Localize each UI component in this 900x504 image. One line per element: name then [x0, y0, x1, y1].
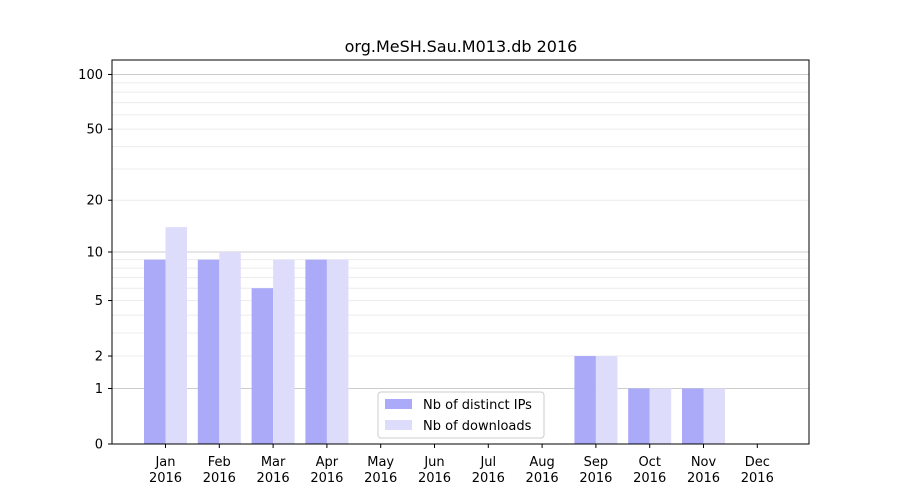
x-tick-label-year: 2016: [310, 471, 343, 486]
legend-label: Nb of distinct IPs: [423, 398, 532, 413]
x-tick-label-year: 2016: [526, 471, 559, 486]
x-tick-label-month: Aug: [529, 455, 554, 470]
x-tick-label-month: Jul: [479, 455, 496, 470]
y-tick-label: 5: [95, 294, 103, 309]
x-tick-label-year: 2016: [741, 471, 774, 486]
x-tick-label-month: Oct: [638, 455, 660, 470]
bar-distinct-ips: [251, 288, 274, 444]
bar-downloads: [326, 259, 349, 444]
x-axis: Jan2016Feb2016Mar2016Apr2016May2016Jun20…: [149, 444, 774, 486]
x-tick-label-month: May: [367, 455, 394, 470]
y-tick-label: 1: [95, 382, 103, 397]
x-tick-label-year: 2016: [149, 471, 182, 486]
x-tick-label-year: 2016: [687, 471, 720, 486]
bar-downloads: [649, 388, 672, 444]
x-tick-label-year: 2016: [257, 471, 290, 486]
x-tick-label-year: 2016: [203, 471, 236, 486]
legend-label: Nb of downloads: [423, 419, 532, 434]
x-tick-label-month: Mar: [261, 455, 286, 470]
y-tick-label: 10: [86, 246, 103, 261]
bar-downloads: [595, 356, 618, 444]
legend-swatch: [385, 420, 412, 430]
x-tick-label-month: Feb: [208, 455, 231, 470]
legend-box: [377, 391, 545, 439]
y-tick-label: 100: [78, 68, 103, 83]
x-tick-label-month: Apr: [316, 455, 339, 470]
bar-downloads: [219, 252, 241, 444]
x-tick-label-month: Dec: [745, 455, 770, 470]
x-tick-label-month: Jun: [423, 455, 444, 470]
bar-downloads: [703, 388, 725, 444]
legend: Nb of distinct IPs Nb of downloads: [377, 391, 545, 439]
x-tick-label-month: Jan: [154, 455, 175, 470]
x-tick-label-year: 2016: [364, 471, 397, 486]
x-tick-label-year: 2016: [579, 471, 612, 486]
chart-title: org.MeSH.Sau.M013.db 2016: [345, 37, 578, 56]
x-tick-label-year: 2016: [633, 471, 666, 486]
x-tick-label-year: 2016: [418, 471, 451, 486]
bar-distinct-ips: [197, 259, 220, 444]
y-tick-label: 50: [86, 123, 103, 138]
y-axis: 0 1 2 5 10 20 50 100: [78, 68, 112, 453]
bar-distinct-ips: [682, 388, 704, 444]
bars: [144, 227, 725, 444]
x-tick-label-month: Sep: [584, 455, 609, 470]
bar-downloads: [273, 259, 295, 444]
x-tick-label-year: 2016: [472, 471, 505, 486]
bar-distinct-ips: [628, 388, 650, 444]
y-tick-label: 0: [95, 438, 103, 453]
bar-distinct-ips: [144, 259, 166, 444]
bar-downloads: [165, 227, 187, 444]
legend-swatch: [385, 399, 412, 409]
y-tick-label: 20: [86, 194, 103, 209]
bar-distinct-ips: [574, 356, 596, 444]
x-tick-label-month: Nov: [691, 455, 717, 470]
y-tick-label: 2: [95, 350, 103, 365]
bar-distinct-ips: [305, 259, 327, 444]
